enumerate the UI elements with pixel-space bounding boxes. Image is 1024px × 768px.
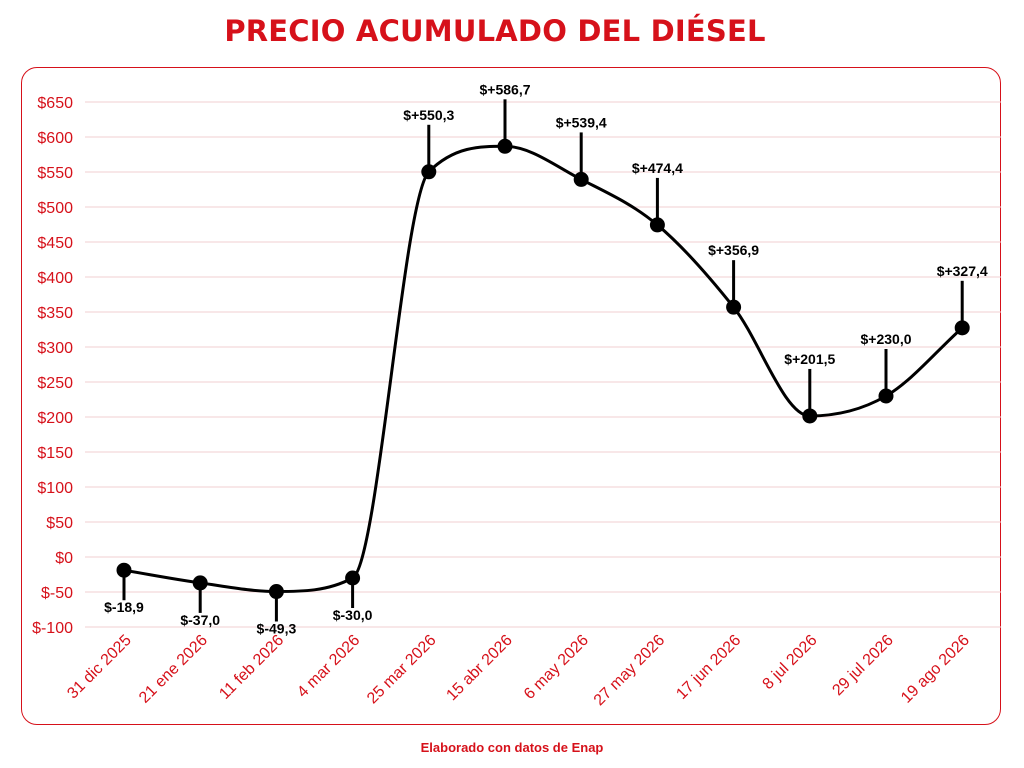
data-label: $+539,4 <box>556 114 607 130</box>
x-tick-label: 29 jul 2026 <box>829 632 896 699</box>
y-tick-label: $300 <box>37 340 73 357</box>
data-point <box>421 164 437 180</box>
data-point <box>726 299 742 315</box>
data-point <box>573 171 589 187</box>
y-tick-label: $0 <box>55 550 73 567</box>
data-label: $+550,3 <box>403 107 454 123</box>
x-tick-label: 11 feb 2026 <box>216 632 287 703</box>
data-label: $+230,0 <box>861 331 912 347</box>
y-tick-label: $150 <box>37 445 73 462</box>
source-footer: Elaborado con datos de Enap <box>420 740 604 755</box>
y-tick-label: $650 <box>37 95 73 112</box>
data-label: $+586,7 <box>480 81 531 97</box>
data-label: $+201,5 <box>784 351 835 367</box>
data-point <box>192 575 208 591</box>
y-tick-label: $600 <box>37 130 73 147</box>
data-label: $-49,3 <box>257 621 297 637</box>
data-point <box>954 320 970 336</box>
chart-title: PRECIO ACUMULADO DEL DIÉSEL <box>224 14 766 48</box>
y-tick-label: $450 <box>37 235 73 252</box>
x-tick-label: 25 mar 2026 <box>364 632 440 708</box>
data-point <box>497 138 513 154</box>
data-point <box>802 408 818 424</box>
x-tick-label: 21 ene 2026 <box>136 632 211 707</box>
data-label: $+356,9 <box>708 242 759 258</box>
y-tick-label: $250 <box>37 375 73 392</box>
data-point <box>878 388 894 404</box>
x-tick-label: 8 jul 2026 <box>760 632 821 693</box>
data-point <box>649 217 665 233</box>
y-tick-label: $100 <box>37 480 73 497</box>
data-point <box>268 584 284 600</box>
y-tick-label: $50 <box>46 515 73 532</box>
data-label: $-30,0 <box>333 607 373 623</box>
y-tick-label: $550 <box>37 165 73 182</box>
chart-frame <box>21 67 1001 725</box>
y-tick-label: $350 <box>37 305 73 322</box>
data-label: $+327,4 <box>937 263 988 279</box>
y-tick-label: $200 <box>37 410 73 427</box>
data-point <box>116 562 132 578</box>
x-tick-label: 31 dic 2025 <box>64 632 135 703</box>
y-tick-label: $400 <box>37 270 73 287</box>
x-tick-label: 4 mar 2026 <box>294 632 363 701</box>
y-tick-label: $-100 <box>32 620 73 637</box>
y-tick-label: $500 <box>37 200 73 217</box>
data-label: $-37,0 <box>180 612 220 628</box>
x-tick-label: 17 jun 2026 <box>673 632 744 703</box>
x-tick-label: 15 abr 2026 <box>443 632 515 704</box>
data-label: $-18,9 <box>104 599 144 615</box>
y-tick-label: $-50 <box>41 585 73 602</box>
x-tick-label: 19 ago 2026 <box>898 632 973 707</box>
x-tick-label: 27 may 2026 <box>591 632 669 710</box>
x-tick-label: 6 may 2026 <box>521 632 592 703</box>
series-line <box>123 144 964 594</box>
data-label: $+474,4 <box>632 160 683 176</box>
data-point <box>345 570 361 586</box>
